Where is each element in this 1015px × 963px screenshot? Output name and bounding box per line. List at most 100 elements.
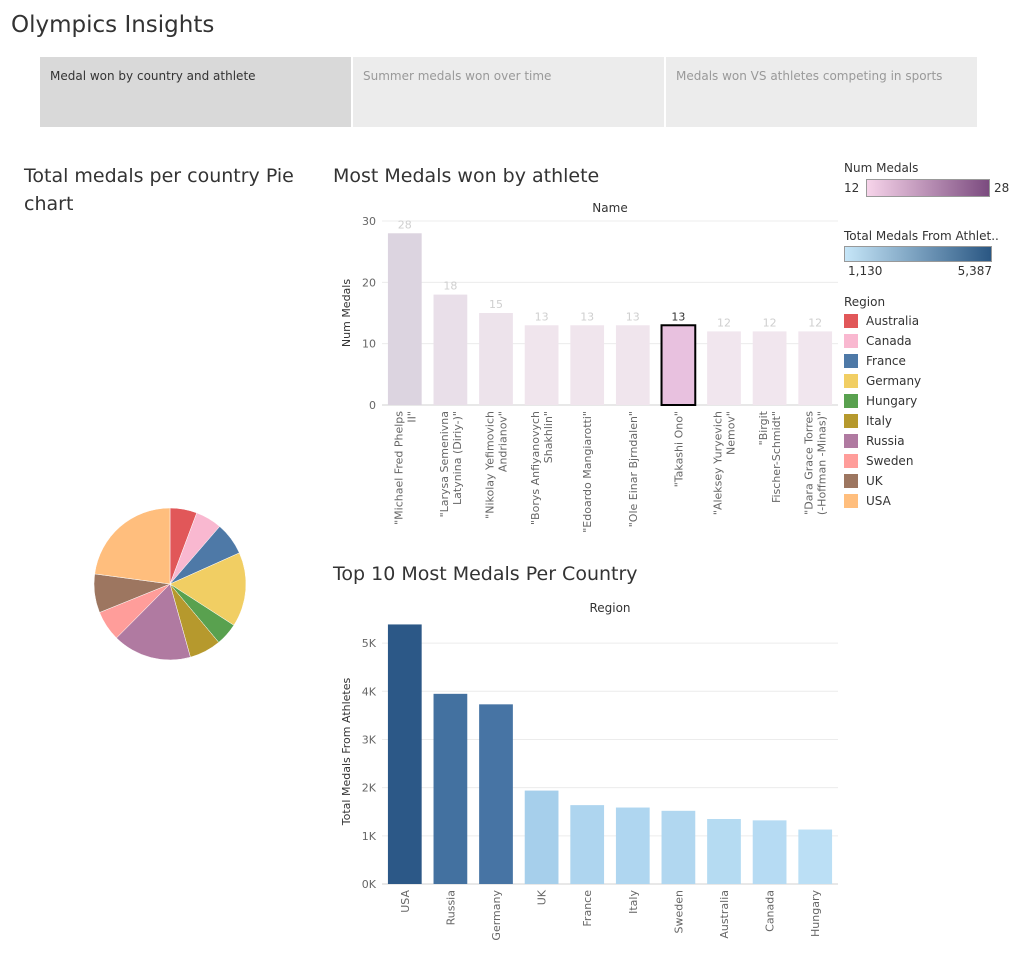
region-swatch	[844, 314, 858, 328]
bar-borys-anfiyanovych-shakhlin[interactable]	[524, 325, 559, 405]
num-medals-legend-min: 12	[844, 181, 860, 195]
x-tick-label: "Borys Anfiyanovych	[529, 411, 542, 525]
country-chart-title: Top 10 Most Medals Per Country	[333, 563, 638, 585]
x-tick-label: Andrianov"	[497, 411, 510, 472]
y-tick-label: 10	[362, 338, 376, 351]
region-swatch	[844, 374, 858, 388]
region-legend: Region Australia Canada France Germany Hunga…	[844, 295, 921, 511]
bar-dara-grace-torres-hoffman-minas[interactable]	[798, 331, 833, 405]
pie-slice-germany[interactable]	[169, 552, 247, 626]
bar-nikolay-yefimovich-andrianov[interactable]	[479, 313, 513, 405]
bar-uk[interactable]	[524, 790, 559, 884]
region-legend-item-russia[interactable]: Russia	[844, 431, 921, 451]
data-label: 13	[580, 310, 594, 323]
region-legend-label: France	[866, 354, 906, 368]
x-tick-label: Germany	[490, 890, 503, 941]
tab-summer-medals-over-time[interactable]: Summer medals won over time	[353, 57, 664, 127]
region-swatch	[844, 494, 858, 508]
y-tick-label: 20	[362, 276, 376, 289]
y-tick-label: 1K	[362, 830, 377, 843]
data-label: 12	[717, 316, 731, 329]
x-tick-label: "Larysa Semenivna	[438, 411, 451, 517]
x-tick-label: France	[581, 890, 594, 927]
bar-germany[interactable]	[479, 704, 513, 884]
data-label: 13	[626, 310, 640, 323]
data-label: 12	[808, 316, 822, 329]
total-medals-legend: Total Medals From Athlet.. 1,130 5,387	[844, 229, 999, 278]
x-tick-label: Australia	[718, 890, 731, 939]
region-swatch	[844, 454, 858, 468]
region-legend-label: USA	[866, 494, 891, 508]
x-tick-label: UK	[536, 889, 549, 905]
bar-michael-fred-phelps-ii[interactable]	[387, 233, 422, 405]
bar-edoardo-mangiarotti[interactable]	[570, 325, 605, 405]
region-legend-label: Sweden	[866, 454, 914, 468]
region-swatch	[844, 354, 858, 368]
pie-chart[interactable]	[90, 504, 250, 664]
tab-medals-vs-athletes[interactable]: Medals won VS athletes competing in spor…	[666, 57, 977, 127]
x-tick-label: "Nikolay Yefimovich	[484, 411, 497, 519]
x-tick-label: "Ole Einar Bjrndalen"	[627, 411, 640, 527]
data-label: 28	[398, 218, 412, 231]
total-medals-legend-max: 5,387	[957, 264, 992, 278]
y-tick-label: 0K	[362, 878, 377, 891]
x-tick-label: Shakhlin"	[542, 411, 555, 463]
region-legend-item-sweden[interactable]: Sweden	[844, 451, 921, 471]
region-legend-item-australia[interactable]: Australia	[844, 311, 921, 331]
x-tick-label: Latynina (Diriy-)"	[451, 411, 464, 505]
pie-slice-usa[interactable]	[94, 507, 171, 585]
x-tick-label: II"	[405, 411, 418, 423]
bar-aleksey-yuryevich-nemov[interactable]	[707, 331, 741, 405]
data-label: 18	[443, 280, 457, 293]
region-legend-label: Russia	[866, 434, 905, 448]
region-legend-label: Hungary	[866, 394, 918, 408]
region-legend-label: UK	[866, 474, 883, 488]
num-medals-legend: Num Medals 12 28	[844, 161, 1009, 197]
country-bar-chart[interactable]: Region Total Medals From Athletes 0K 1K 2K 3K…	[330, 595, 840, 945]
athlete-bar-chart[interactable]: Name Num Medals 0 10 20 30 28 "Michael Fred Phe…	[330, 195, 840, 545]
y-tick-label: 5K	[362, 637, 377, 650]
x-tick-label: "Aleksey Yuryevich	[712, 411, 725, 515]
x-tick-label: Sweden	[672, 890, 685, 933]
bar-france[interactable]	[570, 805, 605, 884]
x-axis-title: Name	[592, 201, 627, 215]
x-tick-label: "Takashi Ono"	[672, 411, 685, 487]
x-tick-label: Russia	[444, 890, 457, 925]
y-axis-title: Num Medals	[340, 279, 353, 347]
x-axis-title: Region	[589, 601, 630, 615]
region-legend-item-germany[interactable]: Germany	[844, 371, 921, 391]
num-medals-legend-title: Num Medals	[844, 161, 919, 175]
region-legend-item-hungary[interactable]: Hungary	[844, 391, 921, 411]
bar-italy[interactable]	[615, 807, 650, 884]
region-legend-label: Australia	[866, 314, 920, 328]
region-swatch	[844, 414, 858, 428]
y-tick-label: 2K	[362, 782, 377, 795]
bar-ole-einar-bjrndalen[interactable]	[615, 325, 650, 405]
data-label: 15	[489, 298, 503, 311]
region-legend-item-france[interactable]: France	[844, 351, 921, 371]
bar-usa[interactable]	[387, 624, 422, 884]
region-legend-item-usa[interactable]: USA	[844, 491, 921, 511]
y-tick-label: 0	[369, 399, 376, 412]
bar-russia[interactable]	[433, 693, 468, 884]
y-tick-label: 30	[362, 215, 376, 228]
region-legend-title: Region	[844, 295, 886, 309]
region-legend-item-uk[interactable]: UK	[844, 471, 921, 491]
region-legend-item-italy[interactable]: Italy	[844, 411, 921, 431]
data-label: 12	[763, 316, 777, 329]
pie-slice-russia[interactable]	[116, 583, 191, 661]
bar-birgit-fischer-schmidt[interactable]	[752, 331, 787, 405]
x-tick-label: (-Hoffman -Minas)"	[816, 411, 829, 515]
bar-hungary[interactable]	[798, 829, 833, 884]
bar-larysa-semenivna-latynina-diriy[interactable]	[433, 294, 468, 405]
x-tick-label: "Edoardo Mangiarotti"	[581, 411, 594, 533]
tab-medal-by-country-athlete[interactable]: Medal won by country and athlete	[40, 57, 351, 127]
x-tick-label: Nemov"	[725, 411, 738, 455]
bar-canada[interactable]	[752, 820, 787, 884]
bar-australia[interactable]	[707, 819, 741, 884]
y-tick-label: 3K	[362, 733, 377, 746]
region-legend-item-canada[interactable]: Canada	[844, 331, 921, 351]
bar-takashi-ono[interactable]	[660, 324, 697, 407]
y-tick-label: 4K	[362, 685, 377, 698]
bar-sweden[interactable]	[661, 810, 696, 884]
